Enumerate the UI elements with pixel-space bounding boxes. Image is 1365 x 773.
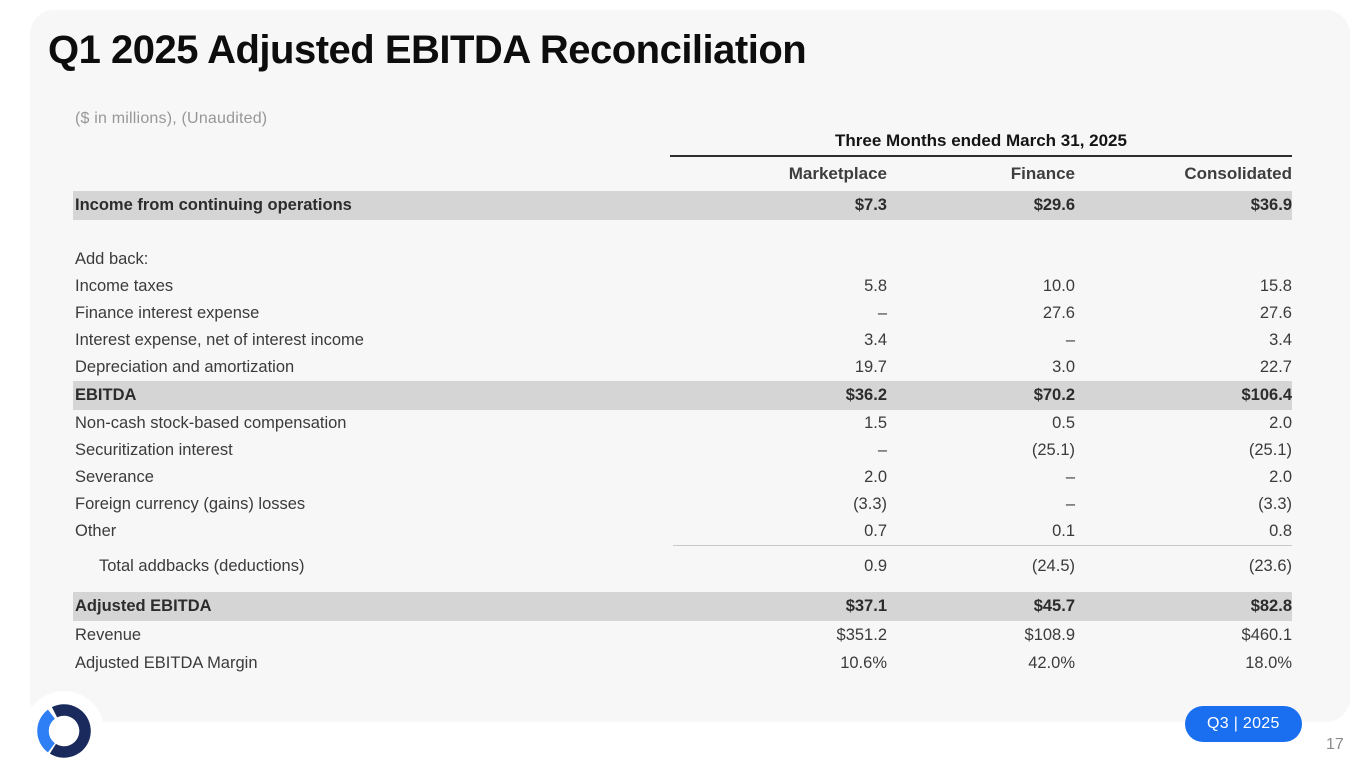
- table-row-non-cash-stock-comp: Non-cash stock-based compensation 1.5 0.…: [75, 414, 1292, 432]
- column-header-row: Marketplace Finance Consolidated: [73, 157, 1292, 191]
- table-row-revenue: Revenue $351.2 $108.9 $460.1: [75, 625, 1292, 644]
- table-row-add-back: Add back:: [75, 250, 149, 268]
- table-row-adjusted-ebitda-margin: Adjusted EBITDA Margin 10.6% 42.0% 18.0%: [75, 653, 1292, 672]
- table-row-ebitda: EBITDA $36.2 $70.2 $106.4: [73, 381, 1292, 410]
- company-ring-logo-icon: [24, 691, 104, 771]
- page-number: 17: [1326, 736, 1344, 753]
- column-header-marketplace: Marketplace: [788, 164, 887, 183]
- table-row-interest-expense-net: Interest expense, net of interest income…: [75, 331, 1292, 349]
- period-header: Three Months ended March 31, 2025: [670, 131, 1292, 157]
- table-row-income-continuing-operations: Income from continuing operations $7.3 $…: [73, 191, 1292, 220]
- table-row-total-addbacks: Total addbacks (deductions) 0.9 (24.5) (…: [99, 556, 1292, 575]
- table-row-severance: Severance 2.0 – 2.0: [75, 468, 1292, 486]
- page-title: Q1 2025 Adjusted EBITDA Reconciliation: [48, 28, 807, 72]
- reconciliation-table: Three Months ended March 31, 2025 Market…: [73, 131, 1292, 677]
- table-row-securitization-interest: Securitization interest – (25.1) (25.1): [75, 441, 1292, 459]
- table-row-adjusted-ebitda: Adjusted EBITDA $37.1 $45.7 $82.8: [73, 592, 1292, 621]
- page-subtitle: ($ in millions), (Unaudited): [75, 110, 268, 127]
- column-header-finance: Finance: [1010, 164, 1075, 183]
- column-header-consolidated: Consolidated: [1184, 164, 1292, 183]
- table-row-finance-interest-expense: Finance interest expense – 27.6 27.6: [75, 304, 1292, 322]
- table-row-other: Other 0.7 0.1 0.8: [73, 518, 1292, 546]
- table-row-income-taxes: Income taxes 5.8 10.0 15.8: [75, 277, 1292, 295]
- table-row-depreciation-amortization: Depreciation and amortization 19.7 3.0 2…: [75, 358, 1292, 376]
- table-row-foreign-currency: Foreign currency (gains) losses (3.3) – …: [75, 495, 1292, 513]
- row-spacer: [73, 220, 1292, 246]
- quarter-badge: Q3 | 2025: [1185, 706, 1302, 742]
- row-spacer: [73, 580, 1292, 592]
